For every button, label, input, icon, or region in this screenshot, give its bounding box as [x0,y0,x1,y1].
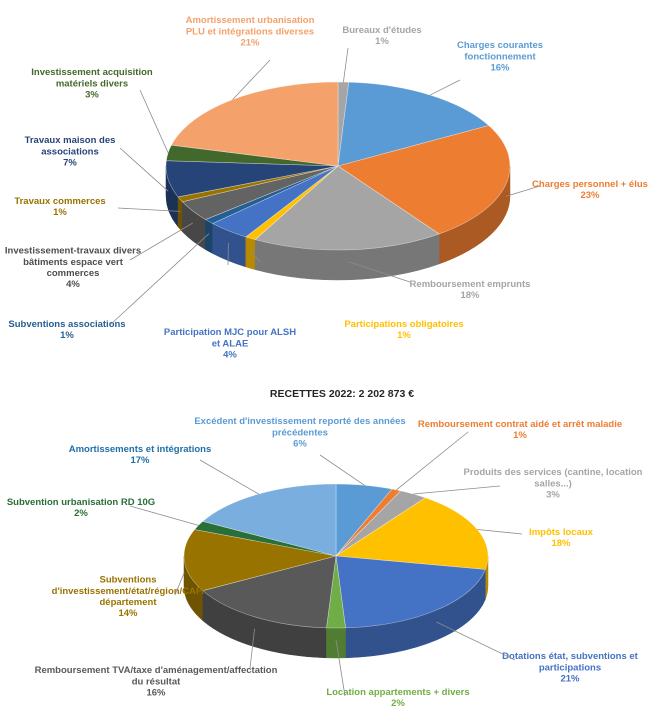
pie2-slice-remboursement-tva-taxe-d-amenagement-aff [202,555,337,629]
pie2-leader-produits-des-services-cantine-location-s [413,485,501,495]
pie2-label-dotations-etat-subventions-et-participat: Dotations état, subventions et participat… [502,651,638,684]
pie2-slice-subventions-d-investissement-etat-region [183,529,337,592]
pie2-label-remboursement-contrat-aide-et-arret-mala: Remboursement contrat aidé et arrêt mala… [418,419,622,441]
pie1-slice-charges-personnel-elus [337,125,511,235]
pie2-label-excedent-d-investissement-reporte-des-an: Excédent d'investissement reporté des an… [194,416,405,449]
pie1-label-charges-personnel-elus: Charges personnel + élus 23% [532,179,648,201]
pie2-label-amortissements-et-integrations: Amortissements et intégrations 17% [69,444,212,466]
pie2-leader-location-appartements-divers [335,639,346,697]
pie1-side-travaux-commerces [177,196,183,233]
pie1-leader-participations-obligatoires [250,250,261,263]
pie1-leader-travaux-maison-des-associations [119,147,169,192]
pie1-leader-charges-courantes-fonctionnement [429,79,461,96]
pie2-leader-dotations-etat-subventions-et-participat [436,621,516,661]
pie1-leader-remboursement-emprunts [348,261,411,283]
pie2-leader-impots-locaux [477,529,523,535]
pie2-slice-dotations-etat-subventions-et-participat [335,555,486,629]
pie2-leader-remboursement-contrat-aide-et-arret-mala [396,431,469,491]
pie1-label-participation-mjc-pour-alsh-et-alae: Participation MJC pour ALSH et ALAE 4% [164,327,296,360]
pie1-leader-investissement-travaux-divers-batiments- [129,222,193,261]
pie1-label-investissement-acquisition-materiels-div: Investissement acquisition matériels dive… [31,67,153,100]
pie1-leader-investissement-acquisition-materiels-div [139,89,169,154]
recettes-chart-title: RECETTES 2022: 2 202 873 € [270,388,414,400]
pie2-label-impots-locaux: Impôts locaux 18% [529,527,594,549]
pie1-label-participations-obligatoires: Participations obligatoires 1% [344,319,463,341]
pie2-label-subvention-urbanisation-rd-10g: Subvention urbanisation RD 10G 2% [7,497,155,519]
pie1-label-remboursement-emprunts: Remboursement emprunts 18% [410,279,531,301]
pie2-label-subventions-d-investissement-etat-region: Subventions d'investissement/état/région/… [52,575,205,620]
pie1-label-investissement-travaux-divers-batiments-: Investissement-travaux divers bâtiments e… [5,246,141,291]
pie1-side-participations-obligatoires [245,236,256,270]
pie2-leader-amortissements-et-integrations [199,459,259,495]
pie1-label-bureaux-d-etudes: Bureaux d'études 1% [342,25,421,47]
pie2-side-location-appartements-divers [326,627,346,659]
recettes-pie-chart: Excédent d'investissement reporté des an… [7,416,643,709]
pie1-leader-bureaux-d-etudes [343,47,349,83]
pie1-leader-charges-personnel-elus [505,185,541,197]
pie2-slice-impots-locaux [335,497,489,570]
pie1-label-subventions-associations: Subventions associations 1% [8,319,125,341]
pie2-label-produits-des-services-cantine-location-s: Produits des services (cantine, location… [464,467,643,500]
pie2-leader-excedent-d-investissement-reporte-des-an [319,454,365,486]
pie2-label-location-appartements-divers: Location appartements + divers 2% [326,687,469,709]
pie1-label-charges-courantes-fonctionnement: Charges courantes fonctionnement 16% [457,40,543,73]
pie2-leader-remboursement-tva-taxe-d-amenagement-aff [249,628,255,669]
pie1-leader-amortissement-urbanisation-plu-et-integr [232,59,271,100]
pie1-leader-subventions-associations [109,233,210,326]
pie1-leader-travaux-commerces [117,207,181,212]
depenses-pie-chart: Bureaux d'études 1% Charges courantes fonct… [5,15,648,360]
pie1-label-travaux-maison-des-associations: Travaux maison des associations 7% [25,135,116,168]
pie2-label-remboursement-tva-taxe-d-amenagement-aff: Remboursement TVA/taxe d'aménagement/aff… [35,665,278,698]
pie1-side-subventions-associations [205,219,213,254]
pie1-label-travaux-commerces: Travaux commerces 1% [14,196,105,218]
pie2-leader-subvention-urbanisation-rd-10g [129,505,199,526]
pie1-label-amortissement-urbanisation-plu-et-integr: Amortissement urbanisation PLU et intégra… [186,15,315,48]
pie1-slice-remboursement-emprunts [254,165,440,251]
pie2-leader-subventions-d-investissement-etat-region [174,572,185,596]
